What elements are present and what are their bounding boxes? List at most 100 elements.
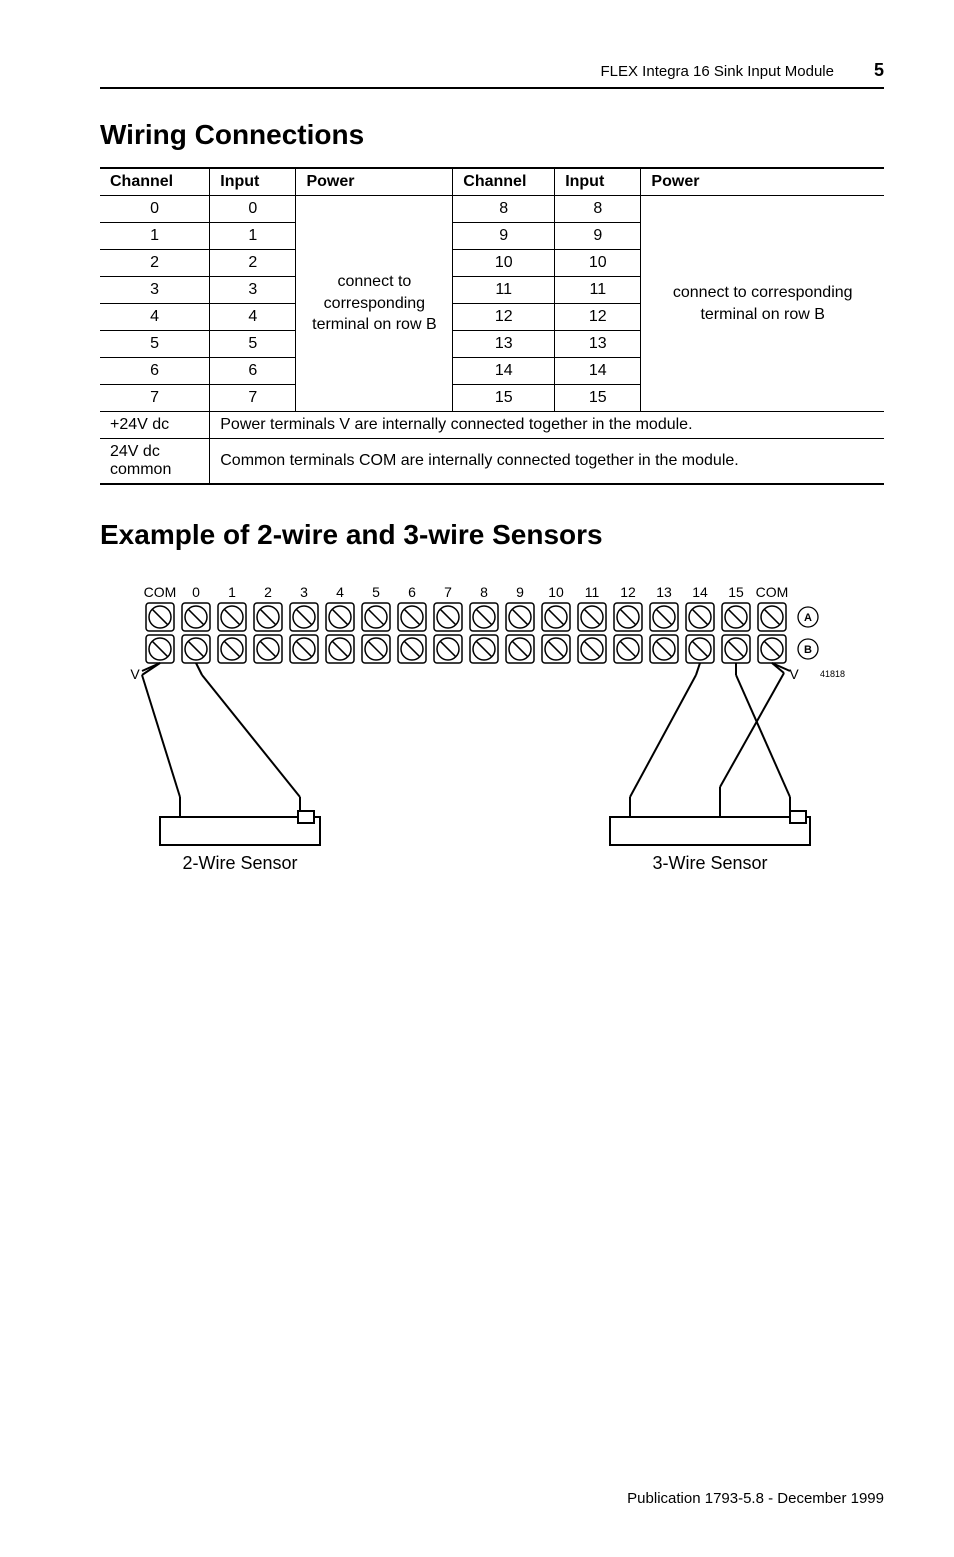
screw-terminal-icon — [218, 603, 246, 631]
terminal-label: 7 — [444, 584, 452, 600]
terminal-label: 8 — [480, 584, 488, 600]
wiring-connections-heading: Wiring Connections — [100, 119, 884, 151]
screw-terminal-icon — [650, 635, 678, 663]
screw-terminal-icon — [506, 603, 534, 631]
table-cell: 14 — [555, 358, 641, 385]
table-cell: 13 — [453, 331, 555, 358]
terminal-label: 11 — [585, 584, 600, 600]
screw-terminal-icon — [686, 635, 714, 663]
screw-terminal-icon — [758, 635, 786, 663]
terminal-label: 0 — [192, 584, 200, 600]
screw-terminal-icon — [686, 603, 714, 631]
screw-terminal-icon — [434, 603, 462, 631]
terminal-label: 5 — [372, 584, 380, 600]
example-heading: Example of 2-wire and 3-wire Sensors — [100, 519, 884, 551]
screw-terminal-icon — [614, 603, 642, 631]
screw-terminal-icon — [254, 603, 282, 631]
screw-terminal-icon — [470, 635, 498, 663]
table-cell: 8 — [453, 196, 555, 223]
table-cell: 1 — [100, 223, 210, 250]
terminal-label: 4 — [336, 584, 344, 600]
screw-terminal-icon — [182, 635, 210, 663]
screw-terminal-icon — [578, 635, 606, 663]
terminal-label: 14 — [692, 584, 708, 600]
screw-terminal-icon — [722, 635, 750, 663]
table-cell: 6 — [100, 358, 210, 385]
screw-terminal-icon — [290, 635, 318, 663]
two-wire-sensor-label: 2-Wire Sensor — [182, 853, 297, 873]
table-cell: 8 — [555, 196, 641, 223]
screw-terminal-icon — [650, 603, 678, 631]
screw-terminal-icon — [290, 603, 318, 631]
table-cell: 11 — [453, 277, 555, 304]
terminal-label: 2 — [264, 584, 272, 600]
v-label-right: V — [789, 666, 799, 682]
table-cell: 5 — [210, 331, 296, 358]
screw-terminal-icon — [182, 603, 210, 631]
col-input-2: Input — [555, 168, 641, 196]
table-cell: 9 — [555, 223, 641, 250]
screw-terminal-icon — [254, 635, 282, 663]
screw-terminal-icon — [722, 603, 750, 631]
screw-terminal-icon — [398, 603, 426, 631]
publication-footer: Publication 1793-5.8 - December 1999 — [627, 1490, 884, 1507]
table-cell: 12 — [555, 304, 641, 331]
screw-terminal-icon — [578, 603, 606, 631]
power-note-left: connect to corresponding terminal on row… — [296, 196, 453, 412]
table-cell: 2 — [210, 250, 296, 277]
table-cell: 10 — [555, 250, 641, 277]
col-power-1: Power — [296, 168, 453, 196]
table-cell: 2 — [100, 250, 210, 277]
terminal-label: 15 — [728, 584, 744, 600]
doc-title: FLEX Integra 16 Sink Input Module — [601, 63, 834, 80]
row-a-label: A — [804, 612, 812, 624]
terminal-label: 6 — [408, 584, 416, 600]
table-cell: 14 — [453, 358, 555, 385]
table-row-text: Common terminals COM are internally conn… — [210, 439, 884, 485]
table-cell: 12 — [453, 304, 555, 331]
table-cell: 4 — [210, 304, 296, 331]
table-cell: 15 — [453, 385, 555, 412]
screw-terminal-icon — [362, 603, 390, 631]
three-wire-sensor-label: 3-Wire Sensor — [652, 853, 767, 873]
screw-terminal-icon — [146, 635, 174, 663]
screw-terminal-icon — [470, 603, 498, 631]
diagram-ref-number: 41818 — [820, 669, 845, 679]
table-row-text: Power terminals V are internally connect… — [210, 412, 884, 439]
col-channel-1: Channel — [100, 168, 210, 196]
power-note-right: connect to corresponding terminal on row… — [641, 196, 884, 412]
table-cell: 15 — [555, 385, 641, 412]
table-cell: 7 — [210, 385, 296, 412]
table-cell: 3 — [210, 277, 296, 304]
table-row-label: 24V dc common — [100, 439, 210, 485]
col-input-1: Input — [210, 168, 296, 196]
screw-terminal-icon — [218, 635, 246, 663]
table-cell: 11 — [555, 277, 641, 304]
screw-terminal-icon — [542, 603, 570, 631]
table-cell: 9 — [453, 223, 555, 250]
terminal-label: COM — [144, 584, 177, 600]
screw-terminal-icon — [362, 635, 390, 663]
screw-terminal-icon — [758, 603, 786, 631]
table-cell: 3 — [100, 277, 210, 304]
screw-terminal-icon — [398, 635, 426, 663]
table-cell: 1 — [210, 223, 296, 250]
table-cell: 4 — [100, 304, 210, 331]
screw-terminal-icon — [146, 603, 174, 631]
sensor-diagram: COM0123456789101112131415COMABVV418182-W… — [100, 577, 884, 912]
screw-terminal-icon — [434, 635, 462, 663]
screw-terminal-icon — [506, 635, 534, 663]
wiring-table: Channel Input Power Channel Input Power … — [100, 167, 884, 485]
two-wire-sensor-icon — [160, 817, 320, 845]
table-row-label: +24V dc — [100, 412, 210, 439]
table-cell: 13 — [555, 331, 641, 358]
terminal-label: 9 — [516, 584, 524, 600]
row-b-label: B — [804, 644, 812, 656]
screw-terminal-icon — [542, 635, 570, 663]
terminal-label: COM — [756, 584, 789, 600]
screw-terminal-icon — [326, 635, 354, 663]
v-label-left: V — [130, 666, 140, 682]
terminal-label: 10 — [548, 584, 564, 600]
table-cell: 5 — [100, 331, 210, 358]
terminal-label: 13 — [656, 584, 672, 600]
